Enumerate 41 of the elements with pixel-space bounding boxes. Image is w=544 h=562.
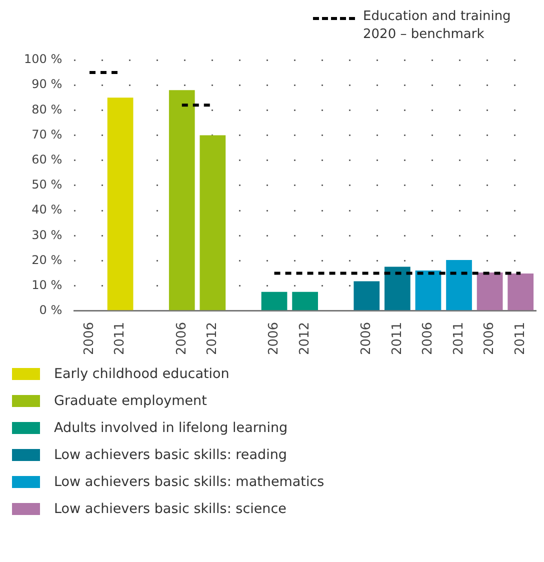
bar: [261, 292, 288, 310]
y-tick-label: 80 %: [32, 102, 62, 116]
bar: [476, 272, 503, 310]
x-tick-label: 2012: [205, 322, 220, 356]
x-tick-label: 2011: [390, 322, 405, 356]
legend-label: Graduate employment: [54, 393, 207, 409]
y-tick-label: 0 %: [39, 303, 62, 318]
legend-label: Education and training 2020 – benchmark: [363, 8, 512, 44]
legend-label: Adults involved in lifelong learning: [54, 420, 288, 436]
bar: [384, 266, 410, 310]
y-tick-label: 90 %: [32, 77, 62, 92]
y-tick-label: 10 %: [32, 278, 62, 292]
bar: [354, 281, 380, 310]
legend-label: Low achievers basic skills: science: [54, 501, 286, 517]
x-tick-label: 2006: [359, 322, 374, 356]
x-tick-label: 2006: [482, 322, 498, 356]
legend-label: Low achievers basic skills: mathematics: [54, 474, 324, 490]
bar: [200, 135, 226, 310]
bar: [292, 292, 318, 310]
x-tick-label: 2006: [420, 322, 436, 356]
bar: [107, 98, 134, 310]
bar: [168, 90, 195, 310]
y-tick-label: 40 %: [32, 202, 62, 217]
y-tick-label: 50 %: [32, 178, 62, 192]
legend-label: Low achievers basic skills: reading: [54, 447, 287, 463]
bar: [508, 274, 534, 310]
bar: [415, 270, 442, 310]
y-tick-label: 100 %: [24, 52, 62, 66]
x-tick-label: 2011: [512, 322, 528, 356]
x-tick-label: 2011: [112, 322, 128, 356]
bar: [446, 260, 472, 310]
y-tick-label: 30 %: [32, 228, 62, 242]
y-tick-label: 20 %: [32, 252, 62, 267]
x-tick-label: 2006: [174, 322, 190, 356]
x-tick-label: 2011: [451, 322, 466, 356]
legend-label: Early childhood education: [54, 366, 230, 382]
y-tick-label: 70 %: [32, 127, 62, 142]
x-tick-label: 2006: [82, 322, 97, 356]
x-tick-label: 2012: [297, 322, 312, 356]
x-tick-label: 2006: [266, 322, 282, 356]
y-tick-label: 60 %: [32, 152, 62, 166]
